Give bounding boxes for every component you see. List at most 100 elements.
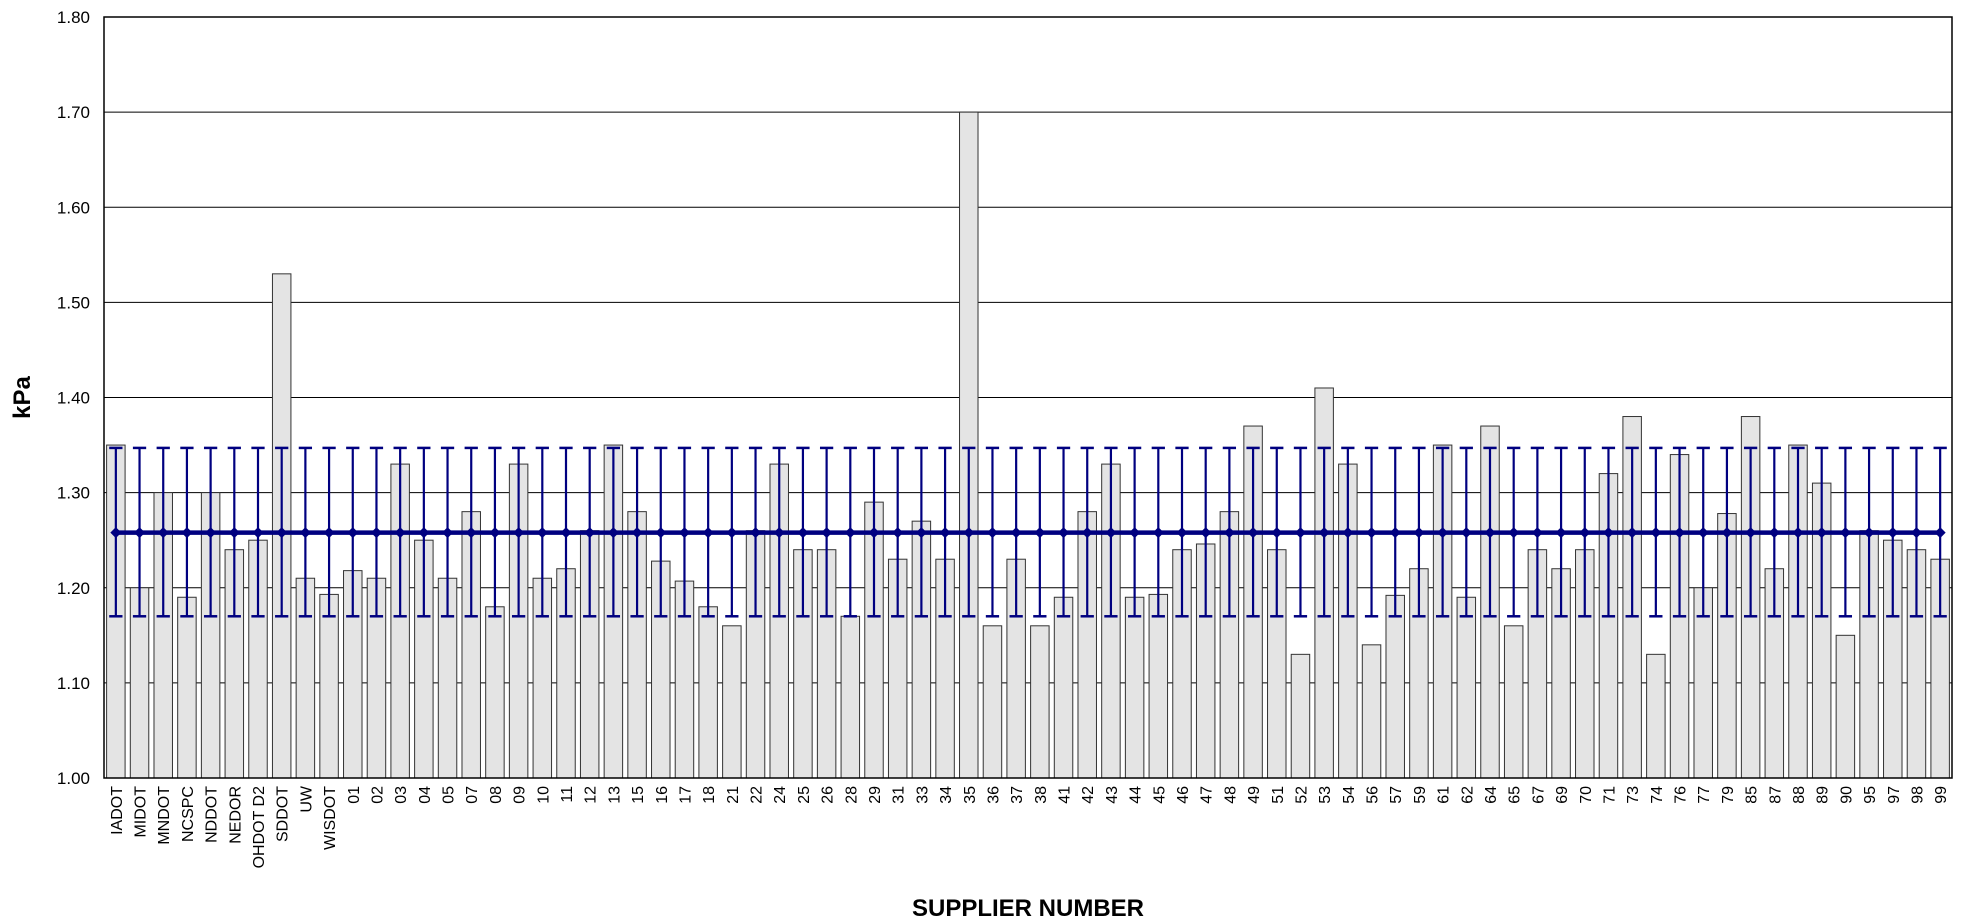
mean-marker [299, 527, 311, 539]
mean-marker [892, 527, 904, 539]
mean-marker [1650, 527, 1662, 539]
y-tick-label: 1.70 [57, 103, 90, 122]
x-tick-label: 71 [1601, 786, 1618, 804]
mean-marker [1508, 527, 1520, 539]
mean-marker [750, 527, 762, 539]
mean-marker [1271, 527, 1283, 539]
bar [698, 606, 718, 779]
x-tick-label: 31 [891, 786, 908, 804]
bar [1385, 594, 1405, 779]
mean-marker [536, 527, 548, 539]
x-tick-label: WISDOT [322, 786, 339, 850]
x-tick-label: 61 [1436, 786, 1453, 804]
x-tick-label: 98 [1909, 786, 1926, 804]
mean-marker [678, 527, 690, 539]
y-tick-label: 1.50 [57, 293, 90, 312]
bar [1503, 625, 1524, 779]
x-tick-label: 54 [1341, 786, 1358, 804]
mean-marker [1437, 527, 1449, 539]
y-tick-label: 1.40 [57, 389, 90, 408]
x-tick-label: 62 [1459, 786, 1476, 804]
mean-marker [1863, 527, 1875, 539]
mean-marker [157, 527, 169, 539]
x-tick-label: 79 [1720, 786, 1737, 804]
mean-marker [228, 527, 240, 539]
x-tick-label: 87 [1767, 786, 1784, 804]
mean-marker [134, 527, 146, 539]
mean-marker [986, 527, 998, 539]
y-tick-label: 1.80 [57, 8, 90, 27]
mean-marker [1058, 527, 1070, 539]
x-tick-label: 95 [1862, 786, 1879, 804]
mean-marker [726, 527, 738, 539]
mean-marker [370, 527, 382, 539]
x-tick-label: 56 [1365, 786, 1382, 804]
x-tick-label: 65 [1507, 786, 1524, 804]
x-tick-label: 49 [1246, 786, 1263, 804]
mean-marker [963, 527, 975, 539]
bar [1290, 653, 1311, 779]
bar [840, 615, 861, 779]
x-tick-label: 36 [985, 786, 1002, 804]
mean-marker [1816, 527, 1828, 539]
mean-marker [1839, 527, 1851, 539]
mean-marker [1721, 527, 1733, 539]
mean-marker [1366, 527, 1378, 539]
x-tick-label: 41 [1057, 786, 1074, 804]
bar [177, 596, 197, 779]
y-tick-label: 1.10 [57, 674, 90, 693]
x-tick-label: 09 [512, 786, 529, 804]
y-tick-label: 1.30 [57, 484, 90, 503]
mean-marker [1531, 527, 1543, 539]
x-tick-label: 22 [749, 786, 766, 804]
y-tick-label: 1.60 [57, 198, 90, 217]
x-tick-label: UW [298, 785, 315, 813]
x-tick-label: 70 [1578, 786, 1595, 804]
mean-marker [276, 527, 288, 539]
x-tick-label: 11 [559, 786, 576, 803]
x-tick-label: 21 [725, 786, 742, 804]
bar [1835, 634, 1856, 779]
mean-marker [1674, 527, 1686, 539]
mean-marker [1176, 527, 1188, 539]
mean-marker [868, 527, 880, 539]
mean-marker [1413, 527, 1425, 539]
mean-marker [773, 527, 785, 539]
mean-marker [1602, 527, 1614, 539]
x-tick-label: 67 [1530, 786, 1547, 804]
x-tick-label: NDDOT [204, 786, 221, 843]
x-tick-label: 74 [1649, 786, 1666, 804]
bar [1456, 596, 1477, 779]
mean-marker [631, 527, 643, 539]
x-tick-label: 16 [654, 786, 671, 804]
x-tick-label: 42 [1080, 786, 1097, 804]
x-tick-label: 89 [1815, 786, 1832, 804]
x-tick-label: 17 [677, 786, 694, 804]
mean-marker [1247, 527, 1259, 539]
x-tick-label: 44 [1128, 786, 1145, 804]
x-tick-label: 88 [1791, 786, 1808, 804]
mean-marker [702, 527, 714, 539]
mean-marker [1129, 527, 1141, 539]
mean-marker [323, 527, 335, 539]
x-tick-label: 29 [867, 786, 884, 804]
y-tick-label: 1.00 [57, 769, 90, 788]
mean-marker [1768, 527, 1780, 539]
x-tick-label: 99 [1933, 786, 1950, 804]
y-tick-label: 1.20 [57, 579, 90, 598]
mean-marker [1105, 527, 1117, 539]
bar [1361, 644, 1382, 779]
x-tick-label: 76 [1673, 786, 1690, 804]
mean-marker [205, 527, 217, 539]
x-tick-label: 77 [1696, 786, 1713, 804]
mean-marker [1697, 527, 1709, 539]
x-tick-label: 15 [630, 786, 647, 804]
mean-marker [1318, 527, 1330, 539]
plot-area-frame [103, 16, 1953, 779]
x-tick-label: 33 [914, 786, 931, 804]
x-tick-label: 37 [1009, 786, 1026, 804]
mean-marker [1484, 527, 1496, 539]
x-tick-label: 24 [772, 786, 789, 804]
x-tick-label: SDDOT [275, 786, 292, 842]
